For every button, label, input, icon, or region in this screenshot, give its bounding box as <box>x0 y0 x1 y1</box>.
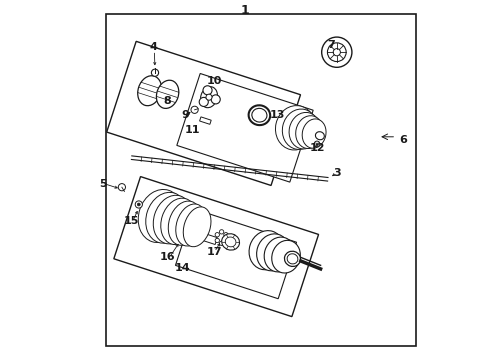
Ellipse shape <box>138 189 183 243</box>
Circle shape <box>118 184 125 191</box>
Ellipse shape <box>156 80 179 108</box>
Circle shape <box>137 203 140 206</box>
Text: 7: 7 <box>327 40 335 50</box>
Polygon shape <box>183 227 218 244</box>
Polygon shape <box>107 41 300 185</box>
Ellipse shape <box>316 132 324 140</box>
Ellipse shape <box>248 105 270 125</box>
Ellipse shape <box>257 234 290 271</box>
Text: 16: 16 <box>160 252 175 262</box>
Circle shape <box>203 86 212 95</box>
Circle shape <box>327 43 346 62</box>
Text: 10: 10 <box>207 76 222 86</box>
Text: 3: 3 <box>333 168 341 178</box>
Ellipse shape <box>161 198 197 244</box>
Text: 9: 9 <box>182 110 190 120</box>
Ellipse shape <box>285 251 300 266</box>
Circle shape <box>220 230 224 234</box>
Ellipse shape <box>295 116 323 149</box>
Circle shape <box>321 37 352 67</box>
Text: 1: 1 <box>241 4 249 17</box>
Polygon shape <box>199 117 211 124</box>
Text: 11: 11 <box>185 125 200 135</box>
Ellipse shape <box>302 119 326 148</box>
Circle shape <box>220 241 224 246</box>
Text: 15: 15 <box>124 216 139 226</box>
Ellipse shape <box>153 195 192 244</box>
Circle shape <box>314 141 320 147</box>
Text: 17: 17 <box>207 247 222 257</box>
Ellipse shape <box>138 76 162 106</box>
Text: 6: 6 <box>399 135 407 145</box>
Circle shape <box>199 98 208 107</box>
Text: 14: 14 <box>174 263 190 273</box>
Circle shape <box>211 95 220 104</box>
Ellipse shape <box>221 234 240 250</box>
Ellipse shape <box>264 237 295 272</box>
Ellipse shape <box>252 108 267 122</box>
Text: 13: 13 <box>270 110 285 120</box>
Ellipse shape <box>287 254 298 264</box>
Polygon shape <box>114 177 318 316</box>
Ellipse shape <box>200 87 218 108</box>
Circle shape <box>224 238 228 243</box>
Circle shape <box>224 233 228 237</box>
Bar <box>106 14 416 346</box>
Ellipse shape <box>282 109 318 149</box>
Circle shape <box>333 49 341 56</box>
Ellipse shape <box>146 192 187 243</box>
Ellipse shape <box>225 237 236 247</box>
Text: 5: 5 <box>99 179 107 189</box>
Circle shape <box>135 201 143 208</box>
Ellipse shape <box>272 240 300 273</box>
Ellipse shape <box>168 201 201 245</box>
Circle shape <box>151 69 159 76</box>
Text: 8: 8 <box>164 96 171 106</box>
Polygon shape <box>177 73 313 182</box>
Circle shape <box>215 233 220 237</box>
Ellipse shape <box>183 207 211 247</box>
Ellipse shape <box>182 232 189 236</box>
Text: 4: 4 <box>149 42 157 52</box>
Ellipse shape <box>179 217 199 235</box>
Text: 12: 12 <box>309 143 325 153</box>
Ellipse shape <box>176 204 206 246</box>
Polygon shape <box>175 209 296 299</box>
Circle shape <box>206 94 212 100</box>
Ellipse shape <box>175 213 203 238</box>
Ellipse shape <box>249 231 284 270</box>
Ellipse shape <box>275 105 316 150</box>
Circle shape <box>191 106 198 113</box>
Ellipse shape <box>289 112 320 149</box>
Circle shape <box>215 238 220 243</box>
